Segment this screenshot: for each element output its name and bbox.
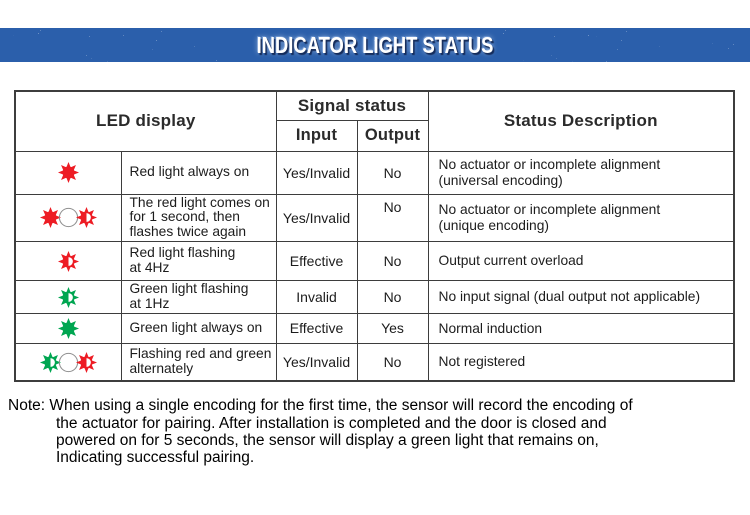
header-led-display: LED display	[14, 90, 277, 152]
output-value: Yes	[356, 312, 429, 344]
output-value: No	[356, 193, 429, 243]
sun-solid-green-icon	[57, 317, 80, 340]
pairing-note: Note: When using a single encoding for t…	[8, 397, 740, 466]
note-line: Note: When using a single encoding for t…	[8, 397, 633, 415]
sun-flash-green-icon	[57, 286, 80, 309]
input-value: Effective	[275, 312, 358, 344]
led-icon-cell	[14, 150, 122, 195]
page-title: INDICATOR LIGHT STATUS	[0, 28, 750, 62]
sun-flash-red-icon	[75, 206, 98, 229]
status-description: No actuator or incomplete alignment (uni…	[427, 150, 735, 195]
note-line: Indicating successful pairing.	[56, 449, 255, 467]
input-value: Yes/Invalid	[275, 342, 358, 382]
header-row-1: LED display Signal status Status Descrip…	[14, 90, 735, 152]
row-red-1s-then-flash-twice: The red light comes on for 1 second, the…	[14, 193, 735, 243]
input-value: Yes/Invalid	[275, 193, 358, 243]
row-red-flashing-4hz: Red light flashing at 4Hz Effective No O…	[14, 241, 735, 282]
header-status-description: Status Description	[427, 90, 735, 152]
indicator-status-table: LED display Signal status Status Descrip…	[14, 90, 736, 383]
banner-speckle-texture	[0, 28, 750, 62]
sun-flash-green-icon	[39, 351, 62, 374]
output-value: No	[356, 342, 429, 382]
led-description: Red light flashing at 4Hz	[120, 241, 277, 282]
input-value: Yes/Invalid	[275, 150, 358, 195]
row-red-always-on: Red light always on Yes/Invalid No No ac…	[14, 150, 735, 195]
status-description: Not registered	[427, 342, 735, 382]
sun-flash-red-icon	[57, 250, 80, 273]
input-value: Effective	[275, 241, 358, 282]
note-line: the actuator for pairing. After installa…	[56, 414, 607, 432]
header-input: Input	[275, 119, 358, 152]
status-description: No input signal (dual output not applica…	[427, 280, 735, 314]
row-green-always-on: Green light always on Effective Yes Norm…	[14, 312, 735, 344]
output-value: No	[356, 150, 429, 195]
status-description: Normal induction	[427, 312, 735, 344]
output-value: No	[356, 280, 429, 314]
sun-solid-red-icon	[57, 161, 80, 184]
led-description: The red light comes on for 1 second, the…	[120, 193, 277, 243]
header-signal-status: Signal status	[275, 90, 429, 121]
sun-flash-red-icon	[75, 351, 98, 374]
output-value: No	[356, 241, 429, 282]
status-description: Output current overload	[427, 241, 735, 282]
manual-page: INDICATOR LIGHT STATUS LED display Signa…	[0, 28, 750, 467]
led-description: Flashing red and green alternately	[120, 342, 277, 382]
row-green-flashing-1hz: Green light flashing at 1Hz Invalid No N…	[14, 280, 735, 314]
led-description: Green light always on	[120, 312, 277, 344]
led-icon-cell	[14, 312, 122, 344]
title-banner: INDICATOR LIGHT STATUS	[0, 28, 750, 62]
status-description: No actuator or incomplete alignment (uni…	[427, 193, 735, 243]
header-row-2: Input Output	[15, 119, 734, 152]
led-icon-cell	[14, 193, 122, 243]
led-icon-cell	[14, 241, 122, 282]
sun-solid-red-icon	[39, 206, 62, 229]
page-title-text: INDICATOR LIGHT STATUS	[256, 31, 494, 58]
led-icon-cell	[14, 342, 122, 382]
led-description: Green light flashing at 1Hz	[120, 280, 277, 314]
input-value: Invalid	[275, 280, 358, 314]
row-red-green-alternate: Flashing red and green alternately Yes/I…	[14, 342, 735, 382]
led-description: Red light always on	[120, 150, 277, 195]
led-icon-cell	[14, 280, 122, 314]
header-output: Output	[356, 119, 429, 152]
note-line: powered on for 5 seconds, the sensor wil…	[56, 432, 599, 450]
